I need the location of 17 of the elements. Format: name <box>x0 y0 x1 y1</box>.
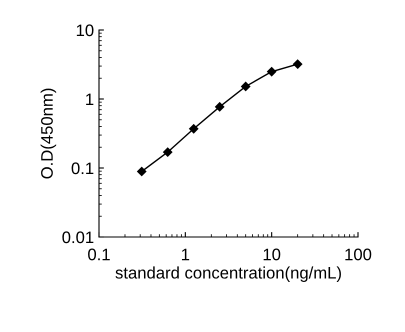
point <box>293 60 302 69</box>
y-axis-title: O.D(450nm) <box>40 88 56 179</box>
point <box>163 147 172 157</box>
point <box>267 67 276 76</box>
y-tick-label: 0.1 <box>72 162 94 174</box>
x-tick-label: 100 <box>345 248 372 260</box>
point <box>137 166 146 176</box>
y-tick-label: 1 <box>86 94 94 106</box>
y-tick-label: 10 <box>76 24 94 36</box>
point <box>189 124 198 134</box>
x-tick-label: 10 <box>264 248 280 260</box>
x-tick-label: 0.1 <box>88 248 110 260</box>
y-tick-label: 0.01 <box>62 231 94 244</box>
point <box>215 102 224 112</box>
x-tick-label: 1 <box>182 248 190 260</box>
x-axis-title: standard concentration(ng/mL) <box>115 266 341 282</box>
point <box>241 82 250 92</box>
